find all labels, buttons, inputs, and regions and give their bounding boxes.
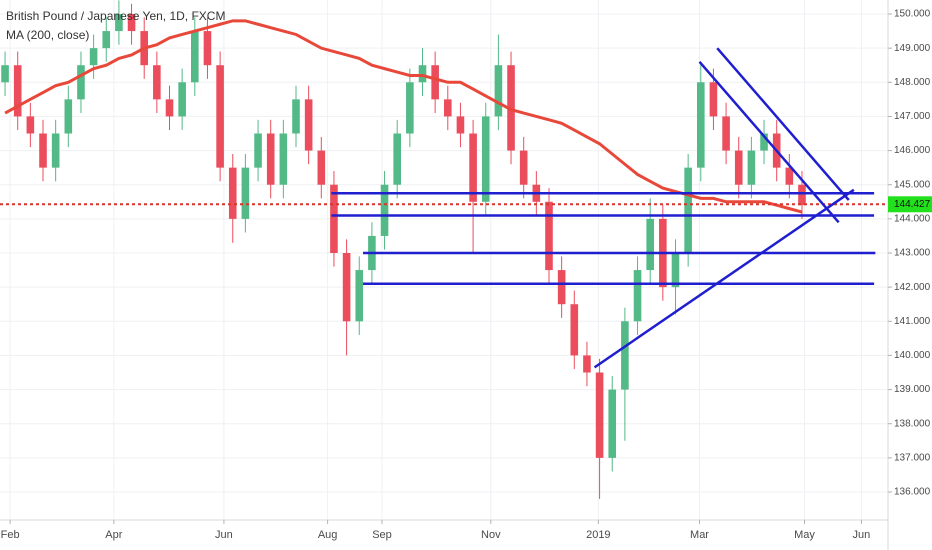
candle-body bbox=[444, 99, 452, 117]
candle-body bbox=[102, 31, 111, 49]
y-tick-label: 137.000 bbox=[894, 453, 931, 464]
candle-body bbox=[64, 99, 73, 134]
candle-body bbox=[684, 167, 692, 254]
candle-body bbox=[583, 355, 591, 373]
x-tick-label: Jun bbox=[215, 529, 233, 541]
candle-body bbox=[355, 270, 364, 322]
candle-body bbox=[13, 65, 22, 117]
candle-body bbox=[785, 167, 794, 185]
candle-body bbox=[570, 304, 579, 356]
x-tick-label: Sep bbox=[372, 529, 392, 541]
x-tick-label: Mar bbox=[690, 529, 709, 541]
candle-body bbox=[595, 372, 604, 458]
candle-body bbox=[418, 65, 427, 83]
candle-body bbox=[393, 133, 401, 185]
y-tick-label: 146.000 bbox=[894, 145, 931, 156]
candle-body bbox=[89, 48, 98, 66]
candle-body bbox=[545, 201, 553, 271]
y-tick-label: 147.000 bbox=[894, 111, 931, 122]
candle-body bbox=[646, 218, 654, 271]
candle-body bbox=[165, 99, 174, 117]
candle-body bbox=[760, 133, 768, 151]
y-tick-label: 139.000 bbox=[894, 384, 931, 395]
candle-body bbox=[216, 65, 224, 168]
candle-body bbox=[380, 184, 389, 236]
candle-body bbox=[747, 150, 756, 185]
legend-entry: MA (200, close) bbox=[6, 28, 89, 42]
candle-body bbox=[456, 116, 465, 134]
candle-body bbox=[798, 184, 806, 206]
candle-body bbox=[734, 150, 743, 185]
candle-body bbox=[203, 31, 212, 66]
candle-body bbox=[1, 65, 9, 83]
candle-body bbox=[557, 270, 566, 305]
candle-body bbox=[330, 184, 338, 254]
candle-body bbox=[292, 99, 300, 134]
y-tick-label: 148.000 bbox=[894, 77, 931, 88]
y-tick-label: 141.000 bbox=[894, 316, 931, 327]
candle-body bbox=[77, 65, 85, 100]
candle-body bbox=[178, 82, 186, 117]
y-tick-label: 136.000 bbox=[894, 487, 931, 498]
candle-body bbox=[191, 31, 199, 83]
candle-body bbox=[722, 116, 730, 151]
candle-body bbox=[304, 99, 313, 151]
trend-line bbox=[593, 188, 855, 369]
candle-body bbox=[279, 133, 288, 185]
x-tick-label: Nov bbox=[481, 529, 501, 541]
candle-body bbox=[342, 253, 351, 322]
last-price-box bbox=[888, 196, 932, 213]
candle-body bbox=[608, 389, 617, 458]
trend-line bbox=[698, 60, 840, 224]
candle-body bbox=[115, 13, 123, 32]
x-tick-label: Apr bbox=[105, 529, 122, 541]
chart-title: British Pound / Japanese Yen, 1D, FXCM bbox=[6, 9, 225, 23]
candle-body bbox=[228, 167, 237, 219]
candle-body bbox=[153, 65, 161, 100]
candle-body bbox=[266, 133, 275, 185]
candle-body bbox=[494, 65, 503, 117]
candle-body bbox=[633, 270, 642, 322]
candle-body bbox=[671, 253, 680, 288]
candle-body bbox=[39, 133, 47, 168]
last-price-label: 144.427 bbox=[894, 199, 931, 210]
candle-body bbox=[254, 133, 262, 168]
candle-body bbox=[51, 133, 60, 168]
candle-body bbox=[519, 150, 528, 185]
candle-body bbox=[621, 321, 629, 390]
y-tick-label: 150.000 bbox=[894, 9, 931, 20]
candle-body bbox=[406, 82, 414, 134]
x-tick-label: Aug bbox=[318, 529, 338, 541]
x-tick-label: May bbox=[794, 529, 815, 541]
candle-body bbox=[481, 116, 490, 202]
candle-body bbox=[696, 82, 705, 168]
y-tick-label: 142.000 bbox=[894, 282, 931, 293]
x-tick-label: 2019 bbox=[586, 529, 610, 541]
y-tick-label: 138.000 bbox=[894, 418, 931, 429]
candle-body bbox=[241, 167, 250, 219]
ma-line bbox=[4, 19, 803, 214]
y-tick-label: 149.000 bbox=[894, 43, 931, 54]
y-tick-label: 145.000 bbox=[894, 179, 931, 190]
candle-body bbox=[26, 116, 35, 134]
x-tick-label: Feb bbox=[1, 529, 20, 541]
y-tick-label: 144.000 bbox=[894, 213, 931, 224]
candle-body bbox=[431, 65, 439, 100]
candle-body bbox=[507, 65, 515, 151]
candle-body bbox=[127, 13, 136, 32]
candle-body bbox=[469, 133, 477, 202]
y-tick-label: 140.000 bbox=[894, 350, 931, 361]
trend-line bbox=[716, 47, 850, 201]
x-tick-label: Jun bbox=[853, 529, 871, 541]
candle-body bbox=[317, 150, 326, 185]
y-tick-label: 143.000 bbox=[894, 248, 931, 259]
candle-body bbox=[709, 82, 718, 117]
